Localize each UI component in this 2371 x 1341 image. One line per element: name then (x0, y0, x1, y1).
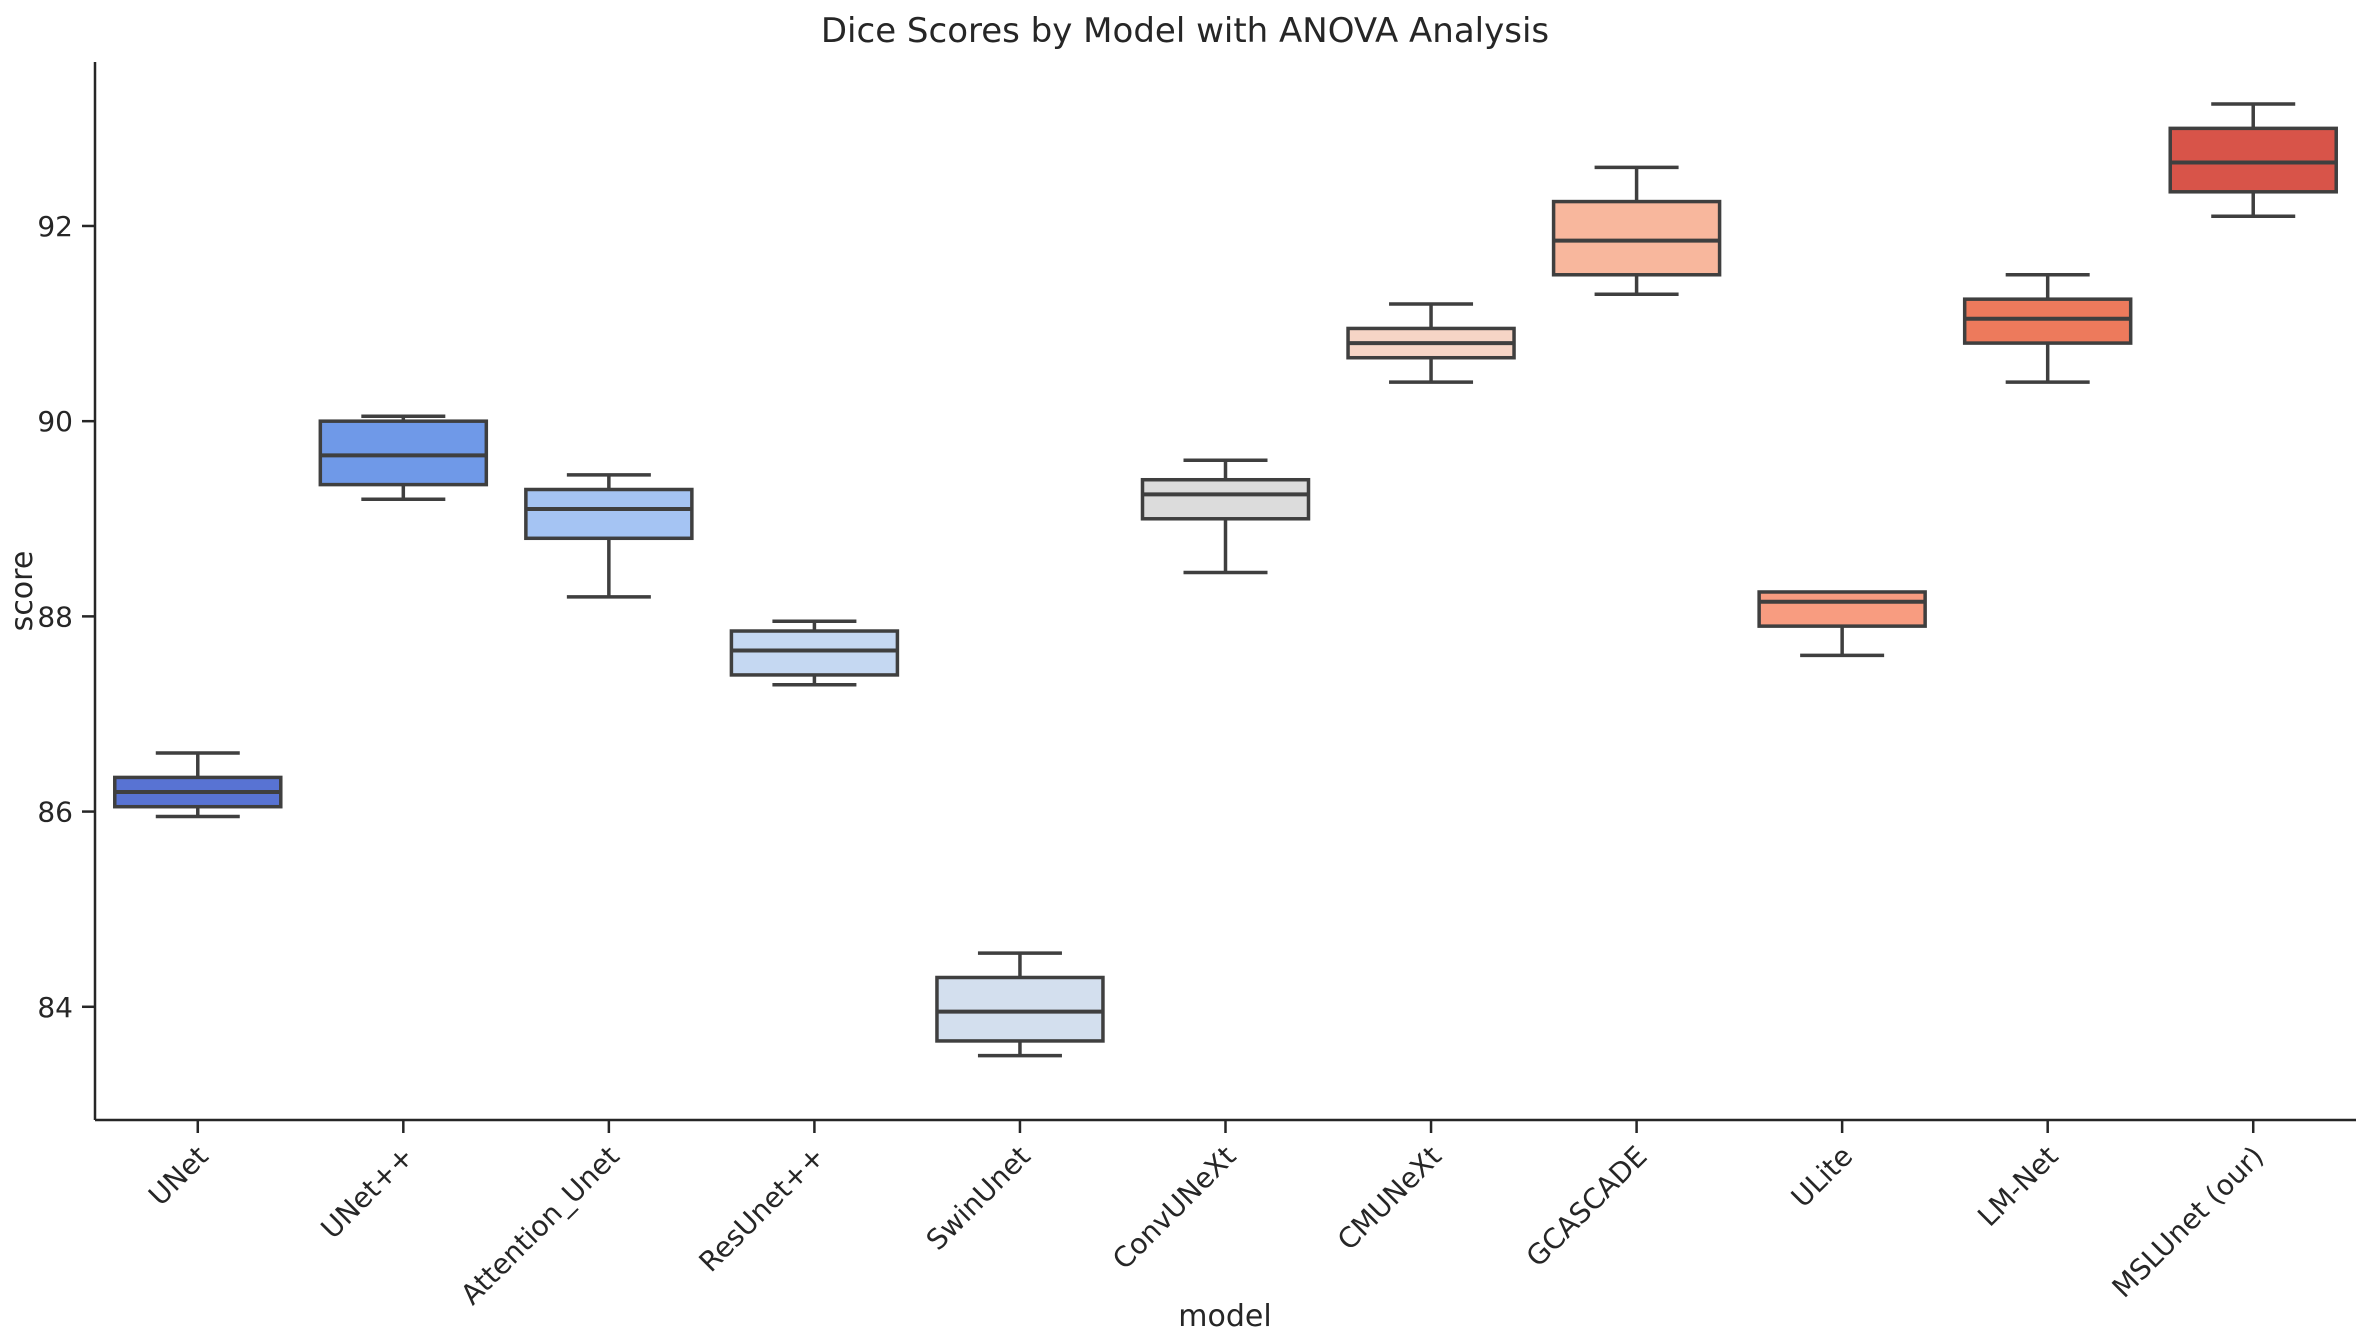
x-tick-label: CMUNeXt (1331, 1140, 1448, 1257)
boxplot-ulite (1757, 590, 1927, 658)
x-tick-label: UNet++ (315, 1140, 421, 1246)
iqr-box (1757, 590, 1927, 628)
x-tick-label: LM-Net (1971, 1140, 2064, 1233)
iqr-box (524, 487, 694, 541)
boxes-layer (113, 102, 2338, 1058)
y-tick-label: 90 (37, 405, 73, 438)
iqr-box (1962, 297, 2133, 345)
x-tick-label: GCASCADE (1520, 1140, 1654, 1274)
boxplot-gcascade (1551, 165, 1722, 297)
boxplot-swinunet (935, 951, 1105, 1058)
x-tick-label: MSLUnet (our) (2106, 1140, 2271, 1305)
boxplot-attention-unet (524, 473, 694, 599)
x-tick-label: SwinUnet (920, 1140, 1037, 1257)
y-tick-label: 86 (37, 796, 73, 829)
y-tick-label: 84 (37, 991, 73, 1024)
boxplot-mslunet-our- (2168, 102, 2338, 218)
iqr-box (729, 629, 900, 677)
x-tick-label: ConvUNeXt (1106, 1140, 1242, 1276)
axes-layer: 84 86 88 90 92 UNet UNet++ Attention_Unet ResUne… (37, 62, 2356, 1311)
boxplot-unet- (318, 414, 489, 502)
y-tick-label: 92 (37, 210, 73, 243)
iqr-box (935, 975, 1105, 1043)
y-tick-label: 88 (37, 600, 73, 633)
iqr-box (2168, 126, 2338, 194)
chart-title: Dice Scores by Model with ANOVA Analysis (821, 11, 1549, 51)
boxplot-lm-net (1962, 273, 2133, 384)
iqr-box (1551, 199, 1722, 277)
x-tick-label: ULite (1785, 1140, 1859, 1214)
x-tick-label: UNet (142, 1140, 215, 1213)
boxplot-unet (113, 751, 283, 819)
x-axis-label: model (1178, 1299, 1271, 1334)
x-tick-label: ResUnet++ (692, 1140, 831, 1279)
boxplot-resunet- (729, 619, 900, 687)
boxplot-cmunext (1346, 302, 1516, 384)
y-axis-label: score (5, 551, 40, 632)
iqr-box (318, 419, 489, 487)
x-tick-label: Attention_Unet (454, 1140, 626, 1312)
boxplot-convunext (1140, 458, 1311, 575)
iqr-box (1140, 477, 1311, 521)
